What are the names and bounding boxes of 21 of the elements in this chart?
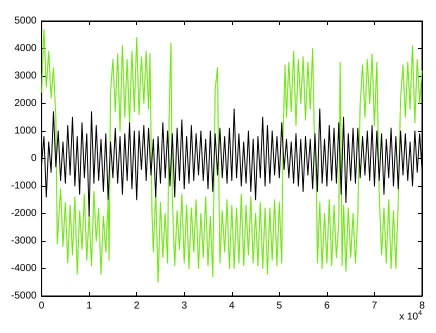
y-tick-label: -3000 xyxy=(11,236,38,246)
x-tick-label: 6 xyxy=(324,300,330,312)
y-tick-label: 2000 xyxy=(14,98,38,109)
y-tick-label: -5000 xyxy=(11,290,38,302)
x-tick-label: 3 xyxy=(181,300,188,312)
y-tick-label: 1000 xyxy=(14,126,38,136)
x-tick-label: 8 xyxy=(419,300,426,312)
y-tick-label: -1000 xyxy=(11,180,38,192)
y-tick-label: 0 xyxy=(31,153,38,164)
y-tick-label: 5000 xyxy=(14,16,38,26)
x-tick-label: 0 xyxy=(38,300,45,312)
x-tick-label: 4 xyxy=(229,300,236,312)
y-tick-label: -2000 xyxy=(11,208,38,219)
line-series xyxy=(41,28,422,283)
x-tick-label: 2 xyxy=(134,300,140,312)
x-tick-label: 7 xyxy=(372,300,378,312)
y-tick-label: 3000 xyxy=(14,70,38,82)
x-tick-label: 5 xyxy=(276,300,283,312)
x-tick-label: 1 xyxy=(86,300,92,312)
y-tick-label: -4000 xyxy=(11,263,38,274)
y-tick-label: 4000 xyxy=(14,43,38,54)
